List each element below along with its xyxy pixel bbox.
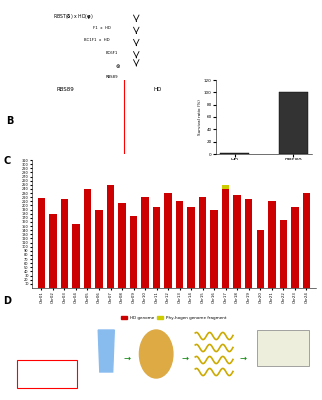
Bar bbox=[222, 189, 230, 288]
Bar bbox=[107, 185, 114, 288]
Polygon shape bbox=[98, 330, 114, 372]
Text: HD: HD bbox=[154, 87, 162, 92]
Circle shape bbox=[139, 330, 173, 378]
Bar bbox=[130, 216, 137, 288]
Bar bbox=[187, 208, 195, 288]
Text: RBS89: RBS89 bbox=[57, 87, 75, 92]
Bar bbox=[279, 220, 287, 288]
Bar bbox=[268, 201, 276, 288]
Bar bbox=[72, 224, 80, 288]
Text: $\otimes$: $\otimes$ bbox=[115, 62, 121, 70]
Text: RBS89: RBS89 bbox=[105, 75, 118, 79]
Text: BC6F1: BC6F1 bbox=[105, 51, 118, 55]
Bar bbox=[153, 208, 160, 288]
Text: BC1F1  x  HD: BC1F1 x HD bbox=[84, 38, 109, 42]
Legend: HD genome, Phy-hogen genome fragment: HD genome, Phy-hogen genome fragment bbox=[119, 314, 229, 322]
Bar bbox=[118, 203, 126, 288]
Text: RBST($\mathbf{\delta}$) x HD($\mathbf{\varphi}$): RBST($\mathbf{\delta}$) x HD($\mathbf{\v… bbox=[53, 12, 93, 21]
Bar bbox=[303, 193, 310, 288]
Y-axis label: Survival ratio (%): Survival ratio (%) bbox=[198, 99, 203, 135]
Bar bbox=[245, 199, 252, 288]
Bar bbox=[49, 214, 57, 288]
Bar bbox=[176, 201, 184, 288]
Bar bbox=[291, 208, 298, 288]
Bar bbox=[233, 195, 241, 288]
Text: D: D bbox=[3, 296, 11, 306]
Bar bbox=[220, 153, 250, 154]
Text: →: → bbox=[182, 354, 189, 362]
Bar bbox=[84, 189, 91, 288]
Bar bbox=[279, 92, 308, 154]
Text: C: C bbox=[3, 156, 11, 166]
Bar bbox=[199, 197, 206, 288]
Bar bbox=[95, 210, 103, 288]
Bar bbox=[257, 330, 309, 366]
Bar bbox=[141, 197, 149, 288]
Bar bbox=[164, 193, 172, 288]
Text: →: → bbox=[240, 354, 247, 362]
Bar bbox=[222, 185, 230, 189]
Text: F1  x  HD: F1 x HD bbox=[93, 26, 111, 30]
Bar bbox=[211, 210, 218, 288]
Text: B: B bbox=[6, 116, 14, 126]
Bar bbox=[257, 230, 264, 288]
Text: →: → bbox=[124, 354, 131, 362]
Bar bbox=[38, 198, 45, 288]
Bar bbox=[17, 360, 77, 388]
Bar bbox=[61, 199, 68, 288]
